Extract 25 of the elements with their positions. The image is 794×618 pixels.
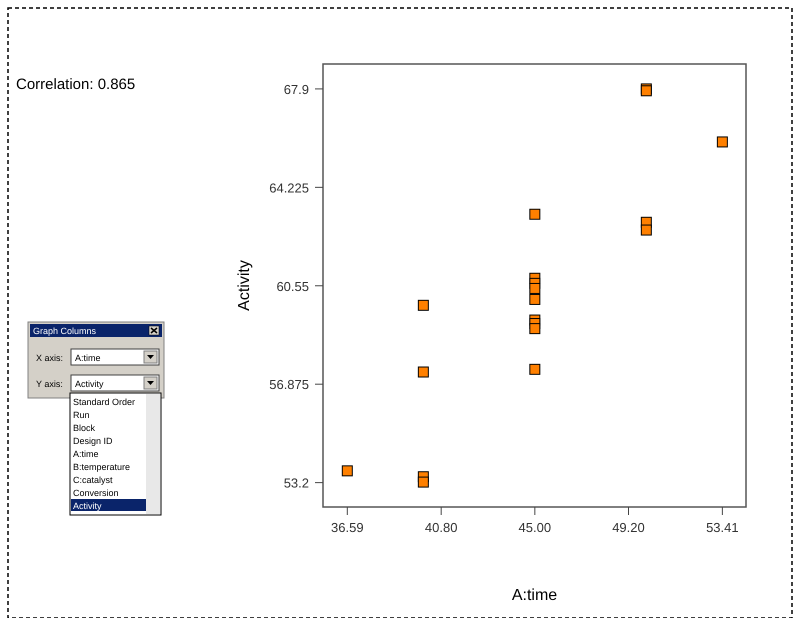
y-tick-label: 60.55 xyxy=(276,278,309,294)
y-axis-title: Activity xyxy=(236,260,253,311)
x-tick-label: 36.59 xyxy=(331,520,364,535)
point xyxy=(716,136,728,148)
graph-columns-dialog: Graph Columns X axis: A:time Y axis: Activity Standard Order Run Block Design ID A:time B:temperature C:catalyst Conversion Activity xyxy=(28,322,164,516)
x-tick-label: 40.80 xyxy=(424,520,458,535)
point xyxy=(342,465,353,476)
x-tick-label: 45.00 xyxy=(518,520,552,535)
point xyxy=(418,476,429,488)
y-tick-label: 53.2 xyxy=(284,476,309,491)
x-axis-title: A:time xyxy=(512,587,558,604)
text: Correlation: 0.865 xyxy=(16,76,136,93)
point xyxy=(418,366,429,378)
y-tick-label: 67.9 xyxy=(284,82,309,97)
point xyxy=(529,294,540,305)
point xyxy=(529,364,540,375)
point xyxy=(418,300,429,311)
x-tick-label: 49.20 xyxy=(612,520,645,535)
x-tick-label: 53.41 xyxy=(706,520,739,535)
point xyxy=(529,323,540,334)
point xyxy=(529,208,540,220)
y-tick-label: 64.225 xyxy=(269,180,309,196)
point xyxy=(640,224,652,236)
y-tick-label: 56.875 xyxy=(269,377,309,392)
point xyxy=(529,282,540,294)
